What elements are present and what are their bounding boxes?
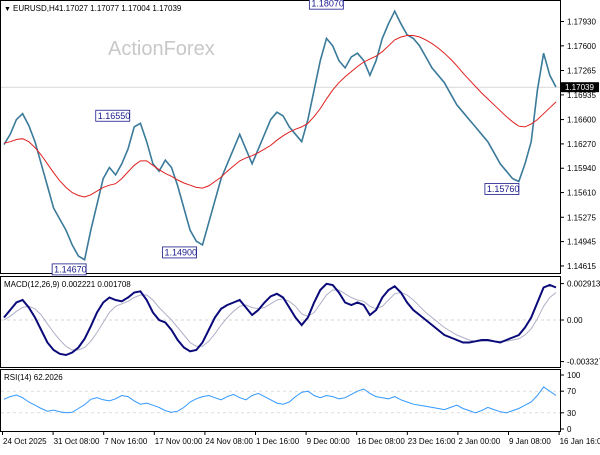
callout-label: 1.14670 (54, 264, 87, 274)
price-callout: 1.14900 (163, 247, 198, 258)
price-tick-label: 1.17930 (567, 17, 596, 26)
callout-label: 1.15760 (487, 184, 520, 194)
time-tick-label: 17 Nov 00:00 (155, 437, 203, 446)
time-tick-label: 24 Nov 08:00 (205, 437, 253, 446)
time-tick-label: 31 Oct 08:00 (54, 437, 100, 446)
time-tick-label: 7 Nov 16:00 (104, 437, 148, 446)
symbol-label: EURUSD,H4 (13, 4, 60, 13)
rsi-panel-frame (1, 370, 561, 432)
callout-label: 1.14900 (165, 247, 198, 257)
time-tick-label: 1 Dec 16:00 (256, 437, 300, 446)
time-tick-label: 16 Jan 16:00 (560, 437, 600, 446)
time-axis: 24 Oct 2025 31 Oct 08:00 7 Nov 16:00 17 Nov… (3, 431, 600, 446)
macd-tick-label: 0.002913 (567, 280, 600, 289)
time-tick-label: 16 Dec 08:00 (357, 437, 405, 446)
time-tick-label: 9 Dec 00:00 (307, 437, 351, 446)
price-tick-label: 1.16270 (567, 140, 596, 149)
rsi-tick-label: 100 (567, 371, 581, 380)
ohlc-readout: 1.17027 1.17077 1.17004 1.17039 (59, 4, 182, 13)
price-panel-frame (1, 1, 561, 274)
price-tick-label: 1.15940 (567, 164, 596, 173)
macd-panel-frame (1, 277, 561, 368)
time-tick-label: 24 Oct 2025 (3, 437, 47, 446)
macd-tick-label: 0.00 (567, 316, 583, 325)
price-tick-label: 1.15275 (567, 213, 596, 222)
macd-tick-label: -0.003327 (567, 358, 600, 367)
price-tick-label: 1.14615 (567, 262, 596, 271)
callout-label: 1.18070 (311, 0, 344, 9)
rsi-label: RSI(14) 62.2026 (4, 373, 63, 382)
dropdown-arrow-icon[interactable]: ▼ (4, 6, 11, 13)
rsi-tick-label: 30 (567, 409, 576, 418)
price-callout: 1.14670 (52, 264, 87, 275)
price-tick-label: 1.17600 (567, 42, 596, 51)
callout-label: 1.16550 (98, 111, 131, 121)
price-callout: 1.18070 (309, 0, 344, 9)
current-price-label: 1.17039 (565, 83, 594, 92)
price-tick-label: 1.17265 (567, 67, 596, 76)
macd-label: MACD(12,26,9) 0.002221 0.001708 (4, 280, 131, 289)
time-tick-label: 9 Jan 08:00 (509, 437, 551, 446)
watermark-text: ActionForex (108, 38, 215, 60)
price-tick-label: 1.16600 (567, 116, 596, 125)
time-tick-label: 23 Dec 16:00 (408, 437, 456, 446)
price-tick-label: 1.14945 (567, 238, 596, 247)
price-tick-label: 1.16935 (567, 91, 596, 100)
rsi-tick-label: 0 (567, 425, 572, 434)
rsi-tick-label: 70 (567, 387, 576, 396)
time-tick-label: 2 Jan 00:00 (458, 437, 500, 446)
price-callout: 1.15760 (485, 184, 520, 195)
price-tick-label: 1.15610 (567, 189, 596, 198)
price-callout: 1.16550 (96, 110, 131, 121)
